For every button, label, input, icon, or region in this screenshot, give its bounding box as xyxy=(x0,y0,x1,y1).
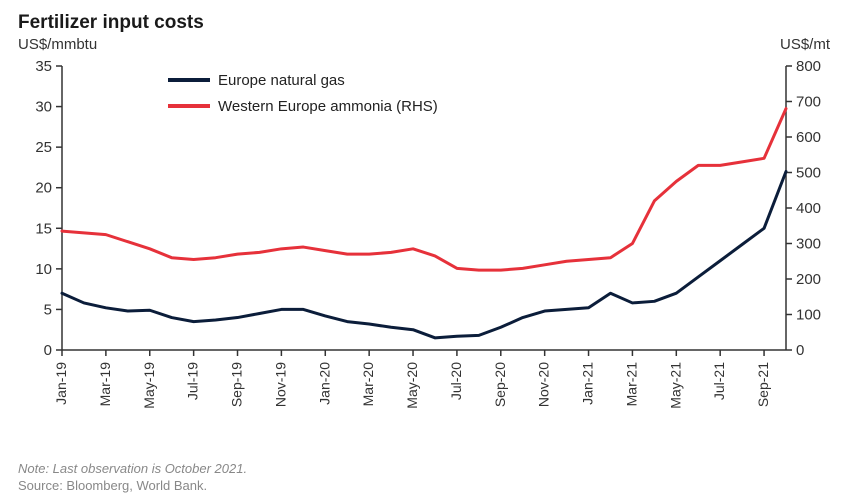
svg-text:800: 800 xyxy=(796,58,821,75)
series-line xyxy=(62,109,786,271)
series-line xyxy=(62,171,786,337)
svg-text:Jul-20: Jul-20 xyxy=(448,362,464,400)
svg-text:700: 700 xyxy=(796,94,821,111)
svg-text:35: 35 xyxy=(35,58,52,75)
y-right-axis-label: US$/mt xyxy=(780,36,830,53)
svg-text:600: 600 xyxy=(796,129,821,146)
chart-footer: Note: Last observation is October 2021. … xyxy=(18,460,247,495)
svg-text:5: 5 xyxy=(44,301,52,318)
svg-text:Sep-21: Sep-21 xyxy=(755,362,771,407)
svg-text:Jan-21: Jan-21 xyxy=(580,362,596,405)
footnote: Note: Last observation is October 2021. xyxy=(18,460,247,478)
svg-text:Mar-21: Mar-21 xyxy=(623,362,639,407)
svg-text:10: 10 xyxy=(35,261,52,278)
source-line: Source: Bloomberg, World Bank. xyxy=(18,477,247,495)
svg-text:Nov-20: Nov-20 xyxy=(536,362,552,407)
svg-text:20: 20 xyxy=(35,180,52,197)
svg-text:400: 400 xyxy=(796,200,821,217)
svg-text:May-19: May-19 xyxy=(141,362,157,409)
svg-text:15: 15 xyxy=(35,220,52,237)
svg-text:May-20: May-20 xyxy=(404,362,420,409)
svg-text:Jan-19: Jan-19 xyxy=(53,362,69,405)
svg-text:0: 0 xyxy=(796,342,804,359)
svg-text:Mar-19: Mar-19 xyxy=(97,362,113,407)
svg-text:300: 300 xyxy=(796,236,821,253)
svg-text:Jul-19: Jul-19 xyxy=(185,362,201,400)
svg-text:Sep-19: Sep-19 xyxy=(229,362,245,407)
legend-label: Western Europe ammonia (RHS) xyxy=(218,98,438,115)
svg-text:Nov-19: Nov-19 xyxy=(272,362,288,407)
svg-text:May-21: May-21 xyxy=(667,362,683,409)
svg-text:25: 25 xyxy=(35,139,52,156)
chart-area: US$/mmbtu US$/mt 0 5 10 15 20 25 30 35 0 100 200 30… xyxy=(18,36,830,466)
svg-text:Sep-20: Sep-20 xyxy=(492,362,508,407)
svg-text:Mar-20: Mar-20 xyxy=(360,362,376,407)
svg-text:0: 0 xyxy=(44,342,52,359)
y-left-axis-label: US$/mmbtu xyxy=(18,36,97,53)
svg-text:100: 100 xyxy=(796,307,821,324)
legend-label: Europe natural gas xyxy=(218,72,345,89)
chart-title: Fertilizer input costs xyxy=(18,12,830,34)
line-chart-svg: 0 5 10 15 20 25 30 35 0 100 200 300 400 500 600 700 800 J… xyxy=(18,36,830,466)
svg-text:Jan-20: Jan-20 xyxy=(316,362,332,405)
svg-text:500: 500 xyxy=(796,165,821,182)
svg-text:200: 200 xyxy=(796,271,821,288)
svg-text:Jul-21: Jul-21 xyxy=(711,362,727,400)
svg-text:30: 30 xyxy=(35,99,52,116)
